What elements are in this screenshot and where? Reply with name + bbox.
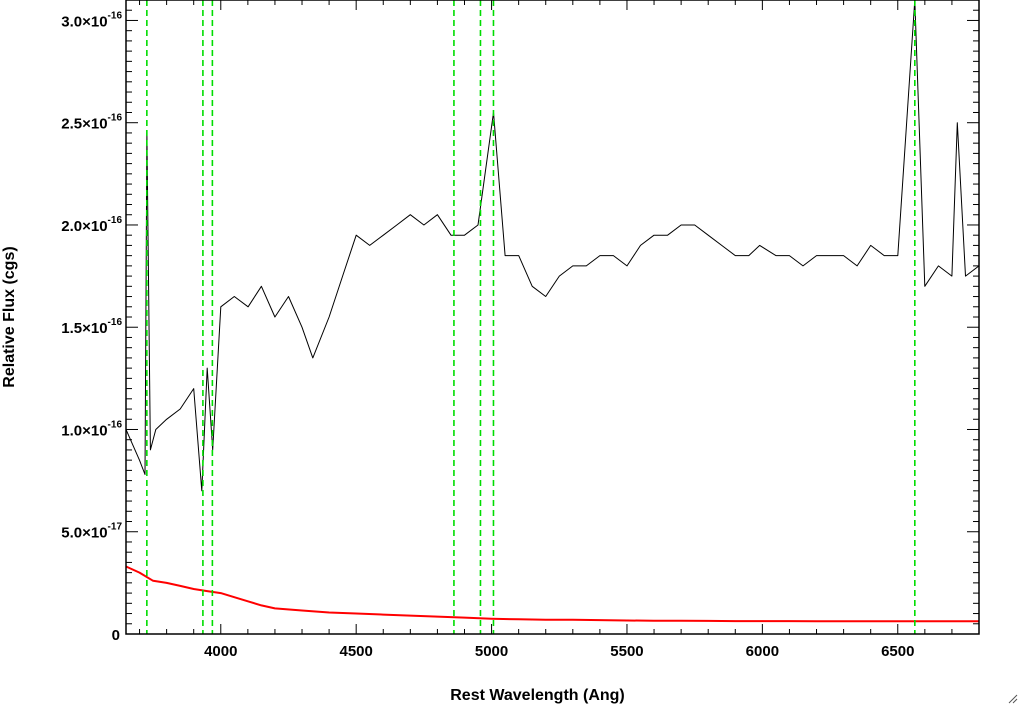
y-tick-label: 2.0×10-16 xyxy=(61,215,122,235)
x-axis-title: Rest Wavelength (Ang) xyxy=(450,687,625,704)
x-tick-label: 6500 xyxy=(881,643,914,660)
x-tick-label: 5000 xyxy=(475,643,508,660)
resize-grip-icon[interactable] xyxy=(1006,692,1018,704)
x-tick-label: 6000 xyxy=(746,643,779,660)
y-tick-label: 0 xyxy=(112,627,120,644)
series-line-1 xyxy=(126,0,979,492)
y-tick-label: 3.0×10-16 xyxy=(61,10,122,30)
x-tick-label: 4000 xyxy=(204,643,237,660)
y-tick-label: 1.5×10-16 xyxy=(61,317,122,337)
y-axis-title: Relative Flux (cgs) xyxy=(1,246,18,387)
plot-frame xyxy=(125,0,980,635)
y-tick-label: 2.5×10-16 xyxy=(61,113,122,133)
y-tick-label: 5.0×10-17 xyxy=(61,522,122,542)
series-line-2 xyxy=(126,565,979,623)
y-tick-label: 1.0×10-16 xyxy=(61,419,122,439)
x-tick-label: 4500 xyxy=(339,643,372,660)
x-tick-label: 5500 xyxy=(610,643,643,660)
